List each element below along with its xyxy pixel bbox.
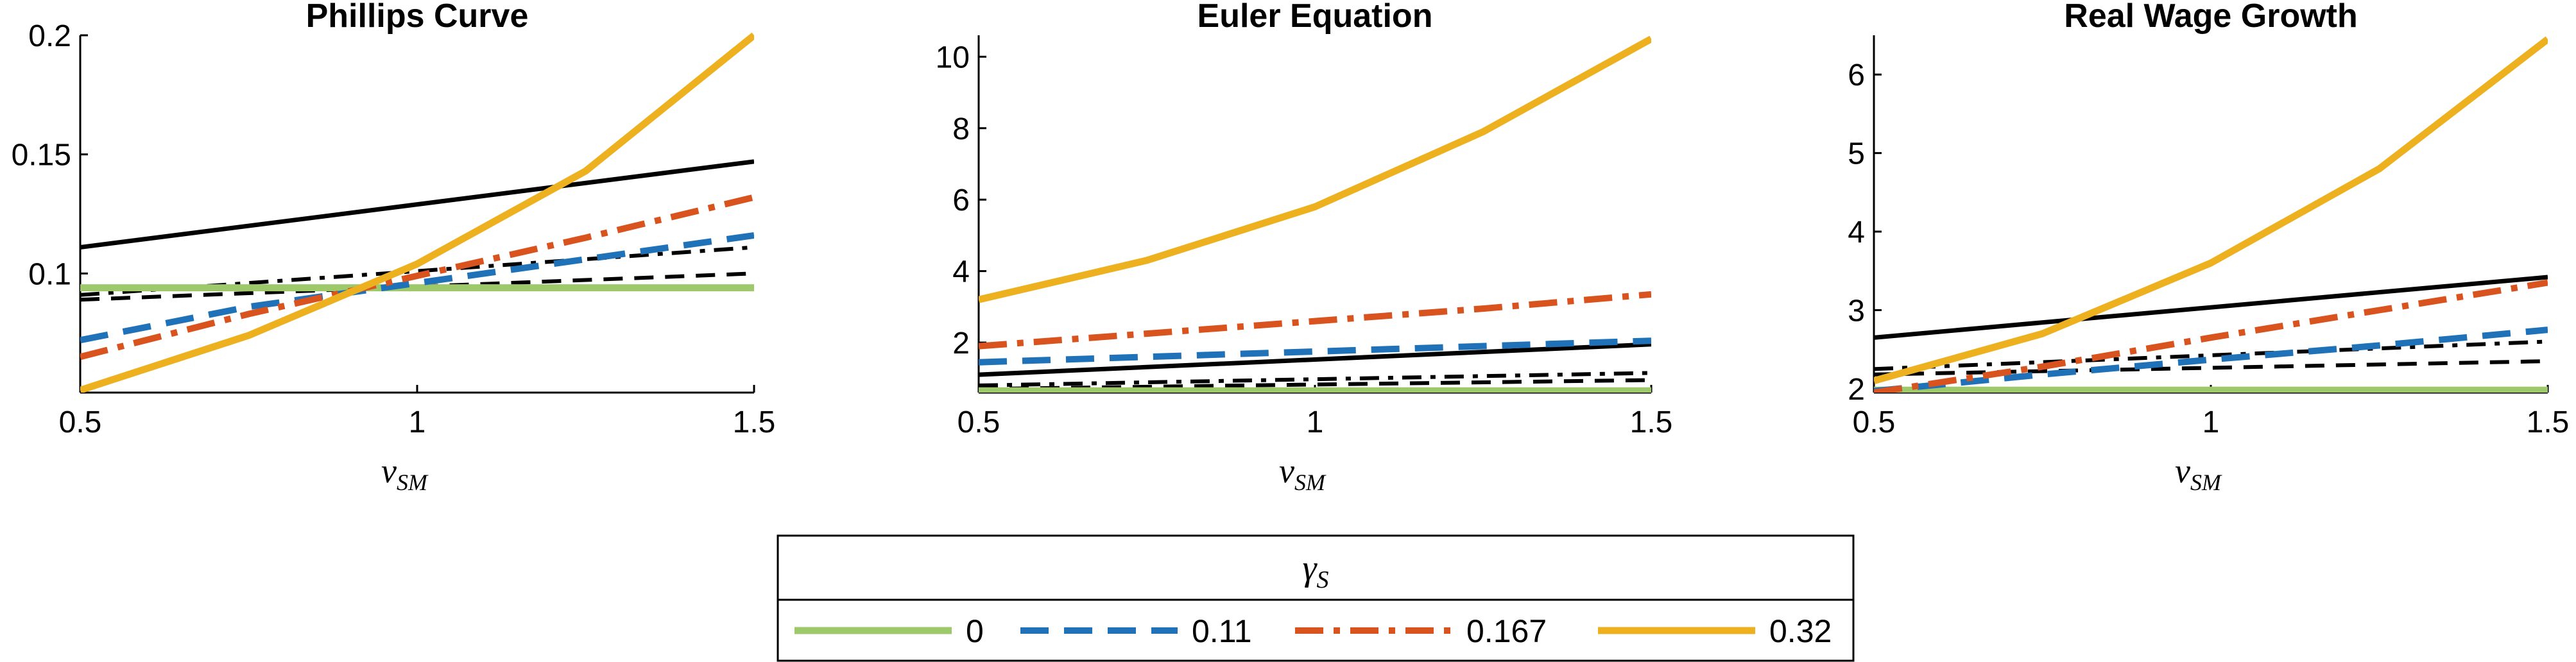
y-tick-label: 5: [1848, 137, 1865, 171]
panel-3: 2 3 4 5 6 0.5 1 1.5 Real Wage Growth νSM: [1848, 0, 2569, 495]
panel-title: Euler Equation: [1198, 0, 1433, 35]
series-orange-line: [1874, 279, 2548, 393]
x-axis-label: νSM: [2175, 452, 2222, 495]
x-axis-label-main: ν: [381, 452, 397, 490]
series-black-dashdot-line: [80, 245, 754, 297]
panel-title: Phillips Curve: [306, 0, 529, 35]
legend-title-main: γ: [1302, 548, 1318, 588]
legend-item-3: 0.32: [1598, 613, 1832, 649]
x-tick-label: 0.5: [957, 405, 1000, 439]
x-axis-label-main: ν: [1279, 452, 1294, 490]
x-tick-label: 0.5: [59, 405, 102, 439]
legend-item-1: 0.11: [1020, 613, 1252, 649]
y-tick-label: 6: [1848, 58, 1865, 92]
legend-label: 0.32: [1769, 613, 1832, 649]
x-axis-label-sub: SM: [2190, 470, 2222, 495]
x-axis-label: νSM: [1279, 452, 1327, 495]
series-black-solid-line: [1874, 275, 2548, 340]
series-blue-line: [979, 337, 1651, 366]
legend-title-sub: S: [1317, 566, 1329, 593]
series-black-dashdot-line: [1874, 339, 2548, 371]
panel-title: Real Wage Growth: [2064, 0, 2357, 35]
legend-label: 0.167: [1466, 613, 1547, 649]
series-black-dashed-line: [1874, 359, 2548, 377]
series-yellow-line: [1874, 36, 2548, 384]
series-black-solid-line: [979, 342, 1651, 377]
series-black-dashdot-line: [979, 371, 1651, 387]
series-black-dashed-line: [979, 378, 1651, 391]
x-tick-label: 1: [409, 405, 426, 439]
x-tick-label: 0.5: [1853, 405, 1896, 439]
legend: γS 0 0.11 0.167 0.32: [777, 534, 1855, 662]
series-group: [80, 32, 754, 393]
panel-2: 2 4 6 8 10 0.5 1 1.5 Euler Equation νSM: [936, 0, 1673, 495]
legend-label: 0.11: [1192, 613, 1252, 649]
y-tick-label: 10: [936, 40, 970, 74]
legend-label: 0: [966, 613, 984, 649]
x-tick-label: 1.5: [1630, 405, 1673, 439]
series-group: [1874, 36, 2548, 393]
series-orange-line: [80, 194, 754, 361]
series-yellow-line: [979, 35, 1651, 303]
series-black-dashed-line: [80, 271, 754, 302]
series-group: [979, 35, 1651, 393]
x-tick-label: 1: [1307, 405, 1324, 439]
series-black-solid-line: [80, 159, 754, 250]
panel-1: 0.1 0.15 0.2 0.5 1 1.5 Phillips Curve νSM: [12, 0, 776, 495]
y-tick-label: 0.1: [28, 257, 71, 291]
x-axis-label-sub: SM: [1294, 470, 1327, 495]
y-tick-label: 6: [952, 183, 970, 217]
series-yellow-line: [80, 32, 754, 393]
legend-box: [777, 534, 1855, 662]
x-axis-label-main: ν: [2175, 452, 2190, 490]
legend-title: γS: [1302, 548, 1328, 593]
series-orange-line: [979, 291, 1651, 350]
y-tick-label: 4: [1848, 216, 1865, 250]
x-axis-label: νSM: [381, 452, 429, 495]
x-tick-label: 1: [2202, 405, 2220, 439]
x-axis-label-sub: SM: [397, 470, 429, 495]
y-tick-label: 2: [1848, 373, 1865, 407]
legend-item-0: 0: [794, 613, 984, 649]
series-blue-line: [80, 232, 754, 344]
y-tick-label: 4: [952, 255, 970, 289]
y-tick-label: 0.15: [12, 139, 71, 173]
series-blue-line: [1874, 327, 2548, 393]
y-tick-label: 8: [952, 112, 970, 146]
y-tick-label: 0.2: [28, 19, 71, 53]
legend-item-2: 0.167: [1295, 613, 1547, 649]
legend-items: 0 0.11 0.167 0.32: [794, 613, 1832, 649]
x-tick-label: 1.5: [2527, 405, 2570, 439]
x-tick-label: 1.5: [733, 405, 776, 439]
y-tick-label: 3: [1848, 294, 1865, 328]
y-tick-label: 2: [952, 327, 970, 361]
